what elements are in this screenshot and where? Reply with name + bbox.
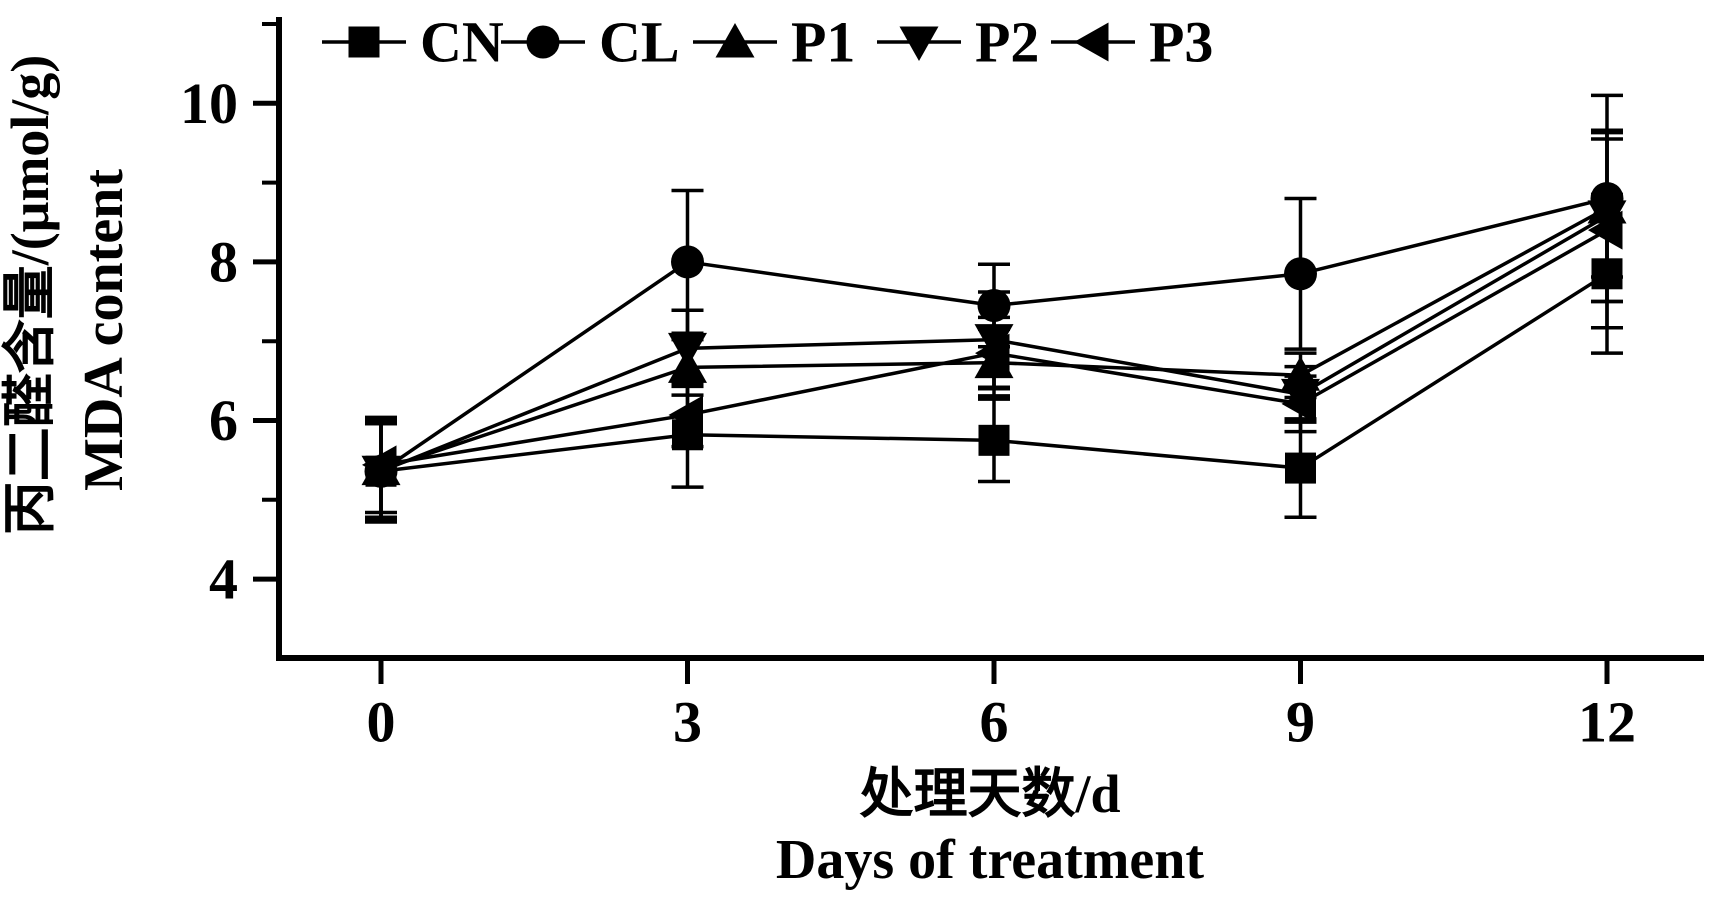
legend: CN CL P1 P2 P3: [322, 10, 1213, 75]
circle-marker-cl: [1590, 181, 1624, 215]
legend-label-p2: P2: [975, 10, 1039, 75]
legend-triangle-down-icon: [899, 26, 939, 61]
triangle-down-marker-p2: [667, 332, 707, 368]
legend-label-cn: CN: [420, 10, 504, 75]
x-tick-label: 6: [979, 690, 1008, 755]
legend-circle-icon: [526, 25, 560, 59]
legend-label-p1: P1: [791, 10, 855, 75]
legend-triangle-left-icon: [1074, 22, 1109, 62]
y-axis-title-cn: 丙二醛含量/(μmol/g): [0, 55, 60, 536]
legend-square-icon: [348, 26, 380, 58]
x-tick-label: 12: [1578, 690, 1636, 755]
triangle-down-marker-p2: [974, 324, 1014, 359]
circle-marker-cl: [1283, 257, 1317, 291]
x-axis-title-en: Days of treatment: [776, 829, 1205, 891]
axes: [253, 17, 1704, 684]
triangle-down-marker-p2: [1280, 378, 1320, 414]
x-axis-title-cn: 处理天数/d: [859, 764, 1120, 824]
circle-marker-cl: [670, 245, 704, 279]
square-marker-cn: [978, 424, 1010, 456]
y-axis-title-en: MDA content: [73, 169, 135, 491]
square-marker-cn: [671, 419, 703, 451]
triangle-up-marker-p1: [974, 343, 1014, 379]
square-marker-cn: [1591, 258, 1623, 290]
y-tick-label: 4: [209, 547, 238, 612]
x-tick-label: 9: [1286, 690, 1315, 755]
legend-label-cl: CL: [599, 10, 680, 75]
series-markers: [361, 181, 1627, 491]
circle-marker-cl: [977, 289, 1011, 323]
square-marker-cn: [1284, 452, 1316, 484]
square-marker-cn: [365, 455, 397, 487]
x-tick-label: 0: [367, 690, 396, 755]
tick-labels: 4 6 8 10 0 3 6 9 12: [180, 71, 1636, 755]
legend-label-p3: P3: [1149, 10, 1213, 75]
y-tick-label: 6: [209, 388, 238, 453]
x-tick-label: 3: [673, 690, 702, 755]
y-tick-label: 10: [180, 71, 238, 136]
y-tick-label: 8: [209, 229, 238, 294]
legend-triangle-up-icon: [715, 23, 755, 58]
